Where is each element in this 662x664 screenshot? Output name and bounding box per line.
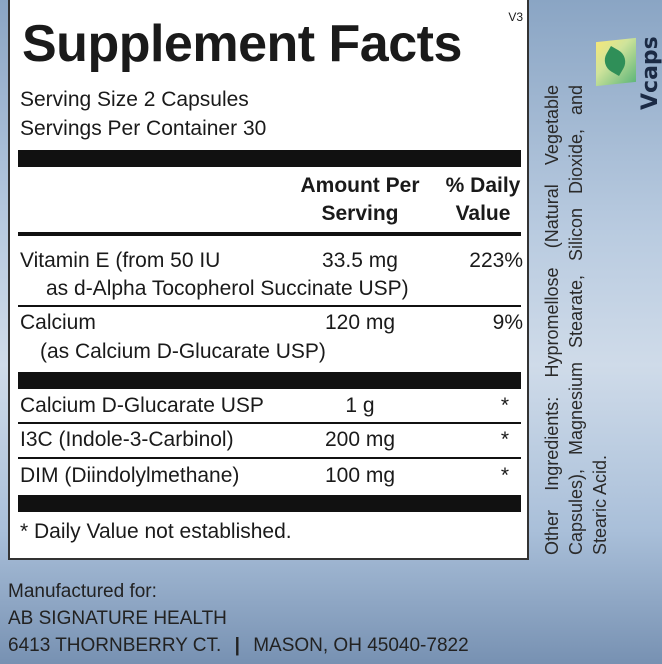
manufacturer-name: AB SIGNATURE HEALTH <box>8 608 227 629</box>
street-address: 6413 THORNBERRY CT. <box>8 635 222 656</box>
nutrient-source: (as Calcium D-Glucarate USP) <box>40 340 326 363</box>
footnote: * Daily Value not established. <box>20 520 292 543</box>
ingredient-amount: 100 mg <box>324 464 396 487</box>
ingredient-name: I3C (Indole-3-Carbinol) <box>20 428 234 451</box>
manufacturer-address: 6413 THORNBERRY CT. | MASON, OH 45040-78… <box>8 632 469 659</box>
divider <box>18 457 521 459</box>
ingredient-name: DIM (Diindolylmethane) <box>20 464 240 487</box>
version-label: V3 <box>508 10 523 24</box>
supplement-facts-panel: V3 Supplement Facts Serving Size 2 Capsu… <box>8 0 529 560</box>
panel-title: Supplement Facts <box>22 15 462 73</box>
thick-divider <box>18 495 521 512</box>
nutrient-name: Calcium <box>20 311 96 334</box>
vcaps-logo-text: Vcaps <box>638 36 662 110</box>
thick-divider <box>18 372 521 389</box>
nutrient-source: as d-Alpha Tocopherol Succinate USP) <box>46 277 409 300</box>
nutrient-dv: 9% <box>492 311 523 334</box>
divider <box>18 305 521 307</box>
nutrient-name: Vitamin E (from 50 IU <box>20 249 221 272</box>
nutrient-dv: 223% <box>469 249 523 272</box>
header-line: % Daily <box>445 174 521 197</box>
nutrient-amount: 33.5 mg <box>322 249 398 272</box>
daily-value-header: % Daily Value <box>438 172 528 228</box>
ingredient-amount: 1 g <box>345 394 375 417</box>
ingredient-dv: * <box>500 428 510 451</box>
ingredient-amount: 200 mg <box>324 428 396 451</box>
header-line: Serving <box>321 202 399 225</box>
thick-divider <box>18 150 521 167</box>
ingredient-name: Calcium D-Glucarate USP <box>20 394 264 417</box>
divider <box>18 422 521 424</box>
city-state-zip: MASON, OH 45040-7822 <box>253 635 469 656</box>
manufacturer-info: Manufactured for: AB SIGNATURE HEALTH 64… <box>8 578 469 659</box>
ingredient-dv: * <box>500 464 510 487</box>
header-line: Amount Per <box>300 174 420 197</box>
separator: | <box>234 635 240 656</box>
serving-size: Serving Size 2 Capsules <box>20 88 249 111</box>
amount-per-serving-header: Amount Per Serving <box>290 172 430 228</box>
manufactured-for-label: Manufactured for: <box>8 581 157 602</box>
divider <box>18 232 521 236</box>
header-line: Value <box>455 202 511 225</box>
other-ingredients: Other Ingredients: Hypromellose (Natural… <box>542 85 610 555</box>
ingredient-dv: * <box>500 394 510 417</box>
servings-per-container: Servings Per Container 30 <box>20 117 267 140</box>
nutrient-amount: 120 mg <box>324 311 396 334</box>
